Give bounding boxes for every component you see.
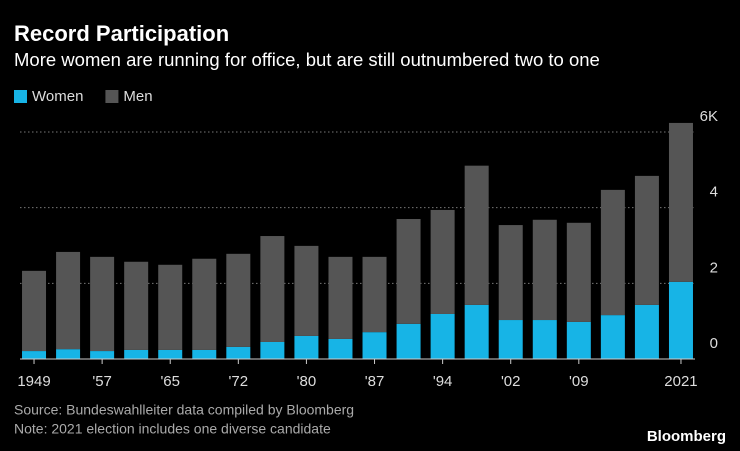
- bar-segment: [464, 165, 489, 305]
- bar-segment: [124, 261, 149, 350]
- bar-segment: [600, 189, 625, 316]
- y-tick-label: 0: [710, 335, 718, 352]
- x-tick-label: 2021: [664, 373, 697, 390]
- legend-swatch: [105, 90, 119, 103]
- chart-subtitle: More women are running for office, but a…: [14, 49, 600, 70]
- x-tick-label: 1949: [17, 373, 50, 390]
- bar-segment: [226, 253, 251, 347]
- brand-logo: Bloomberg: [647, 428, 726, 445]
- bar-segment: [362, 332, 387, 359]
- bar-segment: [56, 349, 81, 359]
- x-tick-label: '72: [229, 373, 249, 390]
- bar-segment: [668, 122, 693, 282]
- bar-segment: [532, 219, 557, 321]
- bar-segment: [634, 304, 659, 359]
- x-tick-label: '02: [501, 373, 521, 390]
- bar-segment: [396, 323, 421, 359]
- bar-segment: [668, 281, 693, 359]
- bar-segment: [566, 222, 591, 322]
- bar-segment: [498, 225, 523, 321]
- y-tick-label: 4: [710, 184, 718, 201]
- bar-segment: [294, 245, 319, 336]
- bar-segment: [22, 351, 47, 359]
- bar-segment: [600, 315, 625, 359]
- bar-segment: [532, 320, 557, 359]
- bar-segment: [634, 175, 659, 305]
- legend-label: Men: [123, 88, 152, 105]
- x-tick-label: '09: [569, 373, 589, 390]
- bar-segment: [260, 236, 285, 342]
- bar-segment: [192, 258, 217, 350]
- bar-segment: [362, 256, 387, 333]
- x-tick-label: '80: [297, 373, 317, 390]
- legend-label: Women: [32, 88, 83, 105]
- bar-segment: [566, 321, 591, 359]
- bar-segment: [56, 251, 81, 350]
- bar-segment: [226, 346, 251, 359]
- bar-segment: [260, 341, 285, 359]
- y-tick-label: 6K: [700, 108, 718, 125]
- x-tick-label: '87: [365, 373, 385, 390]
- bar-segment: [396, 219, 421, 324]
- legend-swatch: [14, 90, 27, 103]
- chart-title: Record Participation: [14, 21, 229, 46]
- bar-segment: [328, 338, 353, 359]
- bar-segment: [22, 270, 47, 352]
- bar-segment: [124, 349, 149, 359]
- bar-segment: [294, 335, 319, 359]
- bar-segment: [158, 349, 183, 359]
- bar-segment: [498, 320, 523, 359]
- x-tick-label: '65: [160, 373, 180, 390]
- bar-segment: [430, 209, 455, 314]
- bar-segment: [158, 264, 183, 350]
- x-tick-label: '57: [92, 373, 112, 390]
- bar-segment: [430, 313, 455, 359]
- bar-segment: [192, 349, 217, 359]
- bar-segment: [464, 304, 489, 359]
- source: Source: Bundeswahlleiter data compiled b…: [14, 402, 354, 418]
- bar-segment: [90, 256, 115, 352]
- bar-segment: [328, 256, 353, 339]
- y-tick-label: 2: [710, 259, 718, 276]
- bar-segment: [90, 351, 115, 359]
- note: Note: 2021 election includes one diverse…: [14, 421, 331, 437]
- x-tick-label: '94: [433, 373, 453, 390]
